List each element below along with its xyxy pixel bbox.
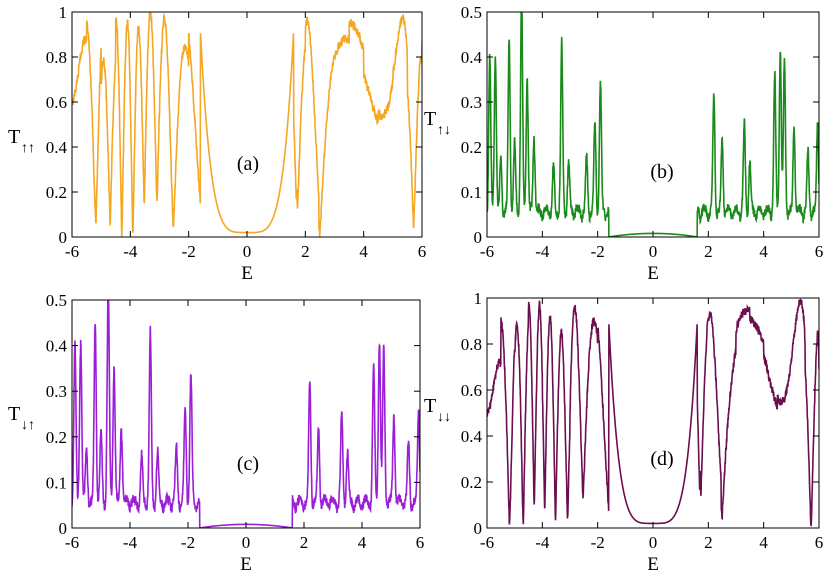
axes-frame-b (486, 11, 820, 238)
x-tick-label: 0 (649, 242, 658, 261)
y-tick-label: 0.1 (461, 183, 482, 202)
y-tick-label: 0.3 (461, 93, 482, 112)
panel-a: -6 -4 -2 0 2 4 6 0 0.2 0.4 0.6 0.8 1 E T↑↑ (a) (8, 3, 426, 284)
y-tick-label: 0 (59, 519, 68, 538)
x-tick-label: 6 (418, 242, 427, 261)
panel-label-d: (d) (650, 448, 673, 470)
x-tick-label: 0 (243, 242, 252, 261)
x-tick-label: -4 (535, 242, 550, 261)
y-axis-label: T (424, 108, 436, 130)
series-line-a (72, 12, 422, 237)
y-axis-label-subscript: ↓↓ (437, 410, 451, 425)
x-tick-label: 4 (358, 533, 367, 552)
x-tick-label: 0 (242, 533, 251, 552)
y-tick-label: 0.5 (461, 3, 482, 22)
y-tick-label: 0.2 (461, 138, 482, 157)
x-tick-label: 2 (704, 533, 713, 552)
y-tick-label: 0.4 (461, 427, 483, 446)
panel-label-a: (a) (237, 153, 259, 175)
x-tick-label: -2 (591, 533, 605, 552)
x-tick-label: 2 (704, 242, 713, 261)
x-tick-label: -4 (535, 533, 550, 552)
y-tick-label: 0.6 (46, 93, 67, 112)
panel-c: -6 -4 -2 0 2 4 6 0 0.1 0.2 0.3 0.4 0.5 E T↓↑ (c) (8, 291, 424, 575)
x-tick-label: 4 (759, 242, 768, 261)
series-line-b (487, 12, 819, 237)
y-tick-label: 0.4 (461, 48, 483, 67)
y-tick-label: 0.2 (46, 183, 67, 202)
x-axis-label: E (240, 554, 252, 575)
x-axis-label: E (647, 554, 659, 575)
y-tick-label: 0.4 (46, 138, 68, 157)
x-tick-label: -6 (480, 242, 494, 261)
series-line-c (72, 300, 420, 528)
y-tick-label: 0.6 (461, 381, 482, 400)
y-tick-label: 0.4 (46, 337, 68, 356)
x-axis-label: E (241, 263, 253, 284)
y-tick-label: 1 (59, 3, 68, 22)
y-tick-label: 0.2 (461, 473, 482, 492)
x-tick-label: 4 (359, 242, 368, 261)
x-tick-label: 4 (759, 533, 768, 552)
y-axis-label-subscript: ↑↓ (437, 123, 451, 138)
x-tick-label: -2 (182, 242, 196, 261)
series-line-d (487, 298, 819, 527)
x-tick-label: 6 (416, 533, 425, 552)
x-tick-label: -6 (480, 533, 494, 552)
x-tick-label: 2 (300, 533, 309, 552)
y-tick-label: 0.3 (46, 382, 67, 401)
y-axis-label: T (8, 403, 20, 425)
x-tick-label: -4 (123, 533, 138, 552)
y-tick-label: 0.5 (46, 291, 67, 310)
x-axis-label: E (647, 263, 659, 284)
y-tick-label: 0 (474, 228, 483, 247)
x-tick-label: -2 (591, 242, 605, 261)
y-axis-label-subscript: ↑↑ (21, 141, 35, 156)
y-tick-label: 0.8 (46, 48, 67, 67)
y-axis-label: T (8, 126, 20, 148)
y-axis-label-subscript: ↓↑ (21, 418, 35, 433)
y-axis-label: T (424, 395, 436, 417)
x-tick-label: 6 (815, 242, 824, 261)
panel-label-c: (c) (237, 453, 259, 475)
x-tick-label: -4 (123, 242, 138, 261)
panel-label-b: (b) (650, 161, 673, 183)
y-tick-label: 0.1 (46, 473, 67, 492)
x-tick-label: -2 (181, 533, 195, 552)
y-tick-label: 0.8 (461, 335, 482, 354)
x-tick-label: -6 (65, 533, 79, 552)
x-tick-label: 6 (815, 533, 824, 552)
x-tick-label: 0 (649, 533, 658, 552)
y-tick-label: 0 (474, 519, 483, 538)
x-tick-label: -6 (65, 242, 79, 261)
panel-d: -6 -4 -2 0 2 4 6 0 0.2 0.4 0.6 0.8 1 E T↓↓ (d) (424, 289, 823, 575)
y-tick-label: 0 (59, 228, 68, 247)
x-tick-label: 2 (301, 242, 310, 261)
y-tick-label: 1 (474, 289, 483, 308)
y-tick-label: 0.2 (46, 428, 67, 447)
panel-b: -6 -4 -2 0 2 4 6 0 0.1 0.2 0.3 0.4 0.5 E T↑↓ (b) (424, 3, 823, 284)
